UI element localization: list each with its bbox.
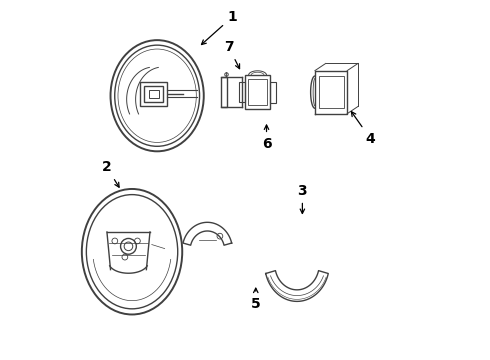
Text: 2: 2 — [102, 161, 119, 187]
Bar — [270, 82, 276, 103]
Bar — [245, 75, 270, 109]
Bar — [318, 76, 343, 108]
Text: 4: 4 — [351, 112, 375, 146]
Text: 7: 7 — [224, 40, 240, 69]
Bar — [145, 86, 163, 102]
Text: 1: 1 — [201, 10, 237, 45]
Text: 3: 3 — [297, 184, 307, 213]
Bar — [148, 90, 159, 98]
Bar — [239, 82, 245, 102]
Bar — [248, 80, 267, 105]
Text: 6: 6 — [262, 125, 271, 151]
Text: 5: 5 — [251, 288, 261, 311]
Bar — [140, 82, 167, 105]
Bar — [221, 77, 227, 107]
